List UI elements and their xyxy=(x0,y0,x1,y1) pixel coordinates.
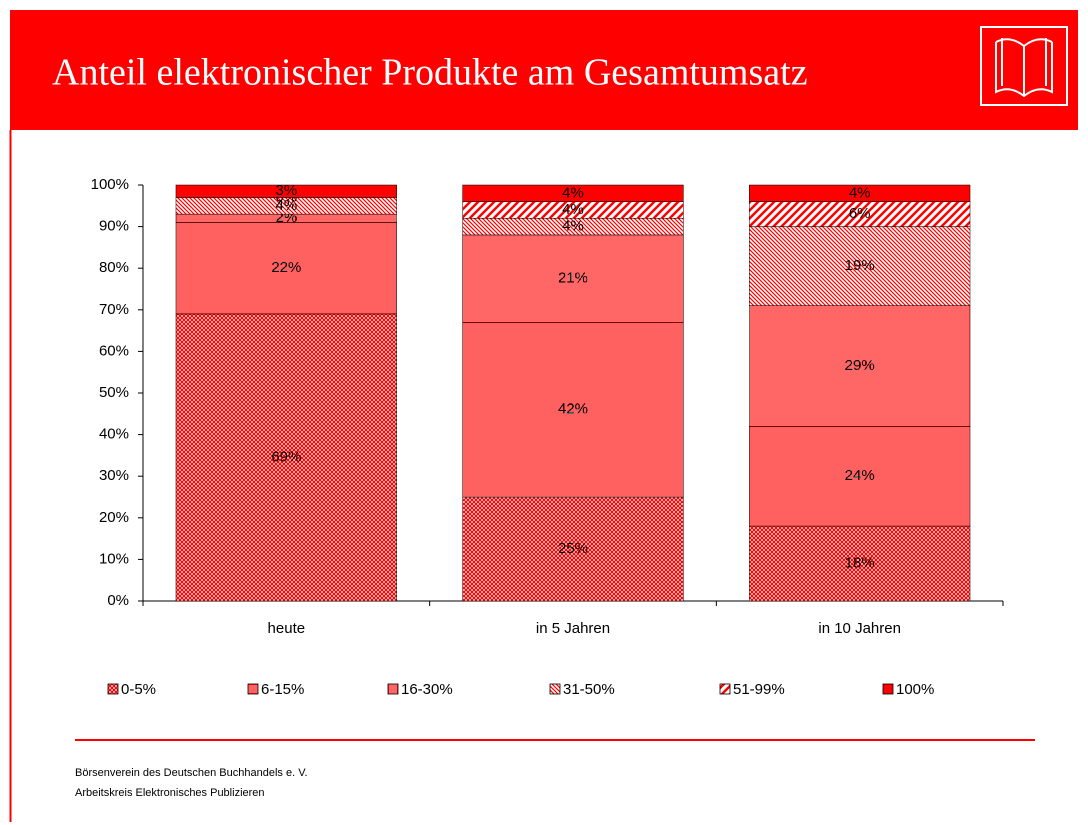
legend-swatch xyxy=(719,683,731,695)
legend-label: 51-99% xyxy=(733,681,785,698)
bar-segment xyxy=(749,426,971,527)
y-tick-label: 0% xyxy=(107,592,129,609)
y-tick-label: 40% xyxy=(99,426,129,443)
data-label: 6% xyxy=(849,205,871,222)
y-tick-label: 90% xyxy=(99,218,129,235)
legend-label: 0-5% xyxy=(121,681,156,698)
bar-segment xyxy=(462,234,684,323)
bar-segment xyxy=(749,525,971,602)
x-tick-label: in 10 Jahren xyxy=(818,620,901,637)
legend-swatch xyxy=(549,683,561,695)
x-tick-label: in 5 Jahren xyxy=(536,620,610,637)
legend-label: 31-50% xyxy=(563,681,615,698)
bar-segment xyxy=(175,313,397,602)
data-label: 24% xyxy=(845,467,875,484)
data-label: 25% xyxy=(558,540,588,557)
x-tick-label: heute xyxy=(268,620,306,637)
bar-segment xyxy=(462,496,684,602)
legend-swatch xyxy=(882,683,894,695)
book-icon xyxy=(980,26,1068,106)
data-label: 69% xyxy=(271,448,301,465)
y-tick-label: 10% xyxy=(99,550,129,567)
footer-line: Börsenverein des Deutschen Buchhandels e… xyxy=(75,767,308,779)
footer-line: Arbeitskreis Elektronisches Publizieren xyxy=(75,787,265,799)
y-tick-label: 100% xyxy=(91,176,129,193)
legend-label: 6-15% xyxy=(261,681,304,698)
legend-swatch xyxy=(107,683,119,695)
data-label: 29% xyxy=(845,357,875,374)
bar-segment xyxy=(175,222,397,315)
legend-label: 100% xyxy=(896,681,934,698)
data-label: 4% xyxy=(275,197,297,214)
chart-title: Anteil elektronischer Produkte am Gesamt… xyxy=(52,52,808,94)
data-label: 21% xyxy=(558,270,588,287)
data-label: 19% xyxy=(845,257,875,274)
legend-swatch xyxy=(387,683,399,695)
data-label: 18% xyxy=(845,555,875,572)
y-tick-label: 70% xyxy=(99,301,129,318)
bar-segment xyxy=(749,201,971,227)
y-tick-label: 60% xyxy=(99,342,129,359)
y-tick-label: 30% xyxy=(99,467,129,484)
y-tick-label: 80% xyxy=(99,259,129,276)
data-label: 3% xyxy=(275,182,297,199)
bar-segment xyxy=(749,226,971,306)
data-label: 4% xyxy=(562,201,584,218)
y-tick-label: 20% xyxy=(99,509,129,526)
data-label: 4% xyxy=(562,184,584,201)
bar-segment xyxy=(462,184,684,202)
bar-segment xyxy=(175,184,397,198)
data-label: 22% xyxy=(271,259,301,276)
data-label: 4% xyxy=(849,184,871,201)
y-tick-label: 50% xyxy=(99,384,129,401)
bar-segment xyxy=(749,184,971,202)
header-bar xyxy=(10,10,1078,130)
bar-segment xyxy=(749,305,971,427)
legend-swatch xyxy=(247,683,259,695)
data-label: 42% xyxy=(558,401,588,418)
bar-segment xyxy=(462,322,684,498)
data-label: 4% xyxy=(562,218,584,235)
legend-label: 16-30% xyxy=(401,681,453,698)
